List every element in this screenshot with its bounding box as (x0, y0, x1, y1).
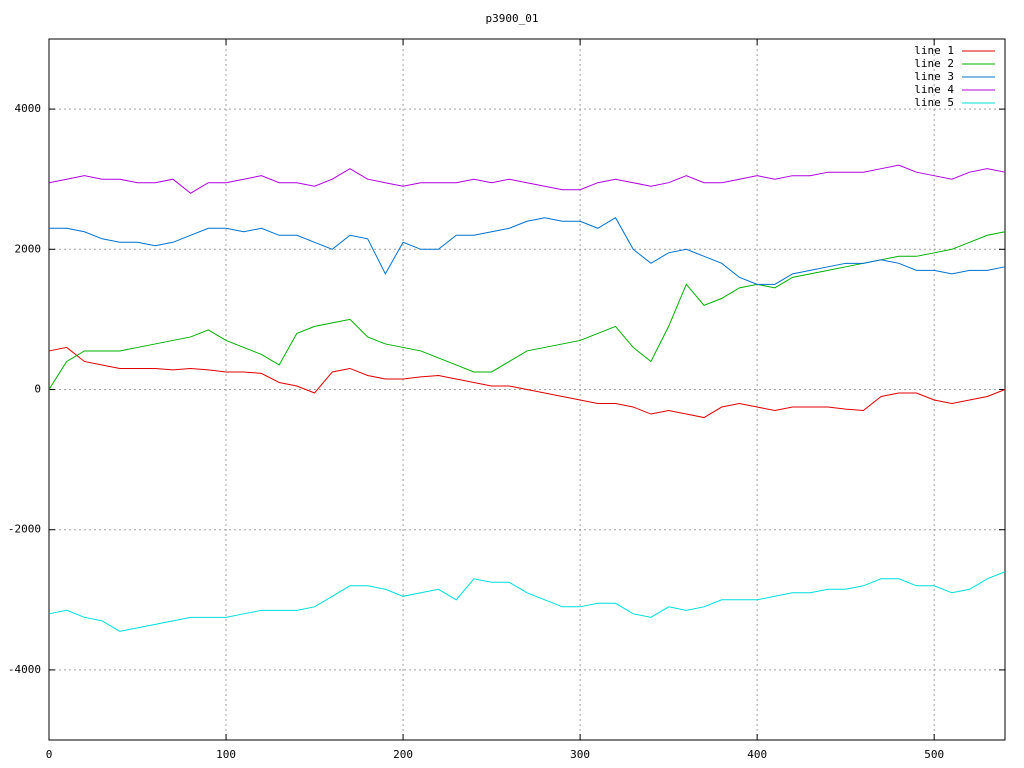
series-line (49, 217, 1006, 285)
x-tick-label: 500 (924, 748, 944, 761)
legend-label: line 2 (914, 57, 954, 70)
series-line (48, 164, 1006, 194)
series-line (48, 571, 1006, 632)
chart-title: p3900_01 (486, 12, 539, 25)
y-tick-label: -2000 (8, 523, 41, 536)
x-tick-label: 100 (216, 748, 236, 761)
legend-label: line 3 (914, 70, 954, 83)
legend-label: line 1 (914, 44, 954, 57)
legend-label: line 5 (914, 96, 954, 109)
x-tick-label: 300 (570, 748, 590, 761)
y-tick-label: -4000 (8, 663, 41, 676)
x-tick-label: 200 (393, 748, 413, 761)
legend-label: line 4 (914, 83, 954, 96)
y-tick-label: 0 (34, 383, 41, 396)
y-tick-label: 4000 (15, 102, 42, 115)
x-tick-label: 400 (747, 748, 767, 761)
y-tick-label: 2000 (15, 242, 42, 255)
series-line (48, 346, 1006, 419)
series-line (48, 231, 1006, 390)
x-tick-label: 0 (46, 748, 53, 761)
